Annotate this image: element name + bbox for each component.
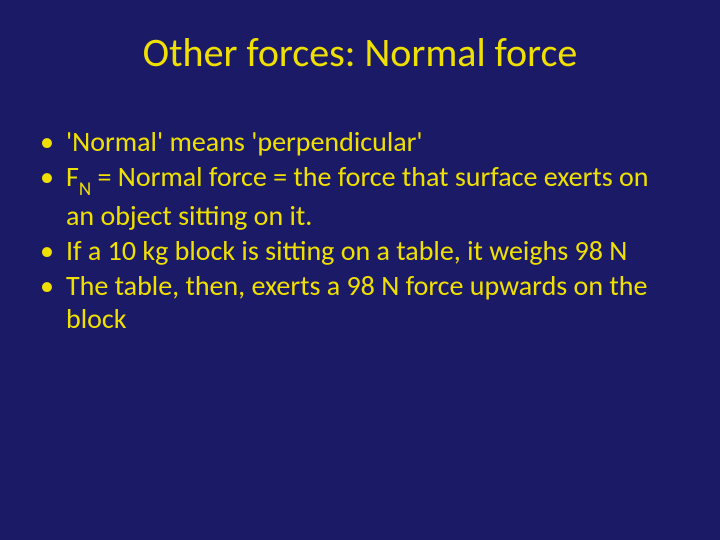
bullet-list: 'Normal' means 'perpendicular' FN = Norm…: [0, 125, 720, 335]
bullet-prefix: F: [66, 159, 79, 194]
bullet-suffix: = Normal force = the force that surface …: [66, 159, 649, 233]
slide: Other forces: Normal force 'Normal' mean…: [0, 0, 720, 540]
bullet-text: The table, then, exerts a 98 N force upw…: [66, 268, 647, 336]
list-item: If a 10 kg block is sitting on a table, …: [36, 234, 680, 267]
slide-title: Other forces: Normal force: [0, 0, 720, 125]
list-item: 'Normal' means 'perpendicular': [36, 125, 680, 158]
bullet-text: 'Normal' means 'perpendicular': [66, 124, 423, 159]
bullet-text: If a 10 kg block is sitting on a table, …: [66, 233, 627, 268]
list-item: FN = Normal force = the force that surfa…: [36, 160, 680, 232]
bullet-subscript: N: [79, 178, 91, 201]
list-item: The table, then, exerts a 98 N force upw…: [36, 269, 680, 335]
